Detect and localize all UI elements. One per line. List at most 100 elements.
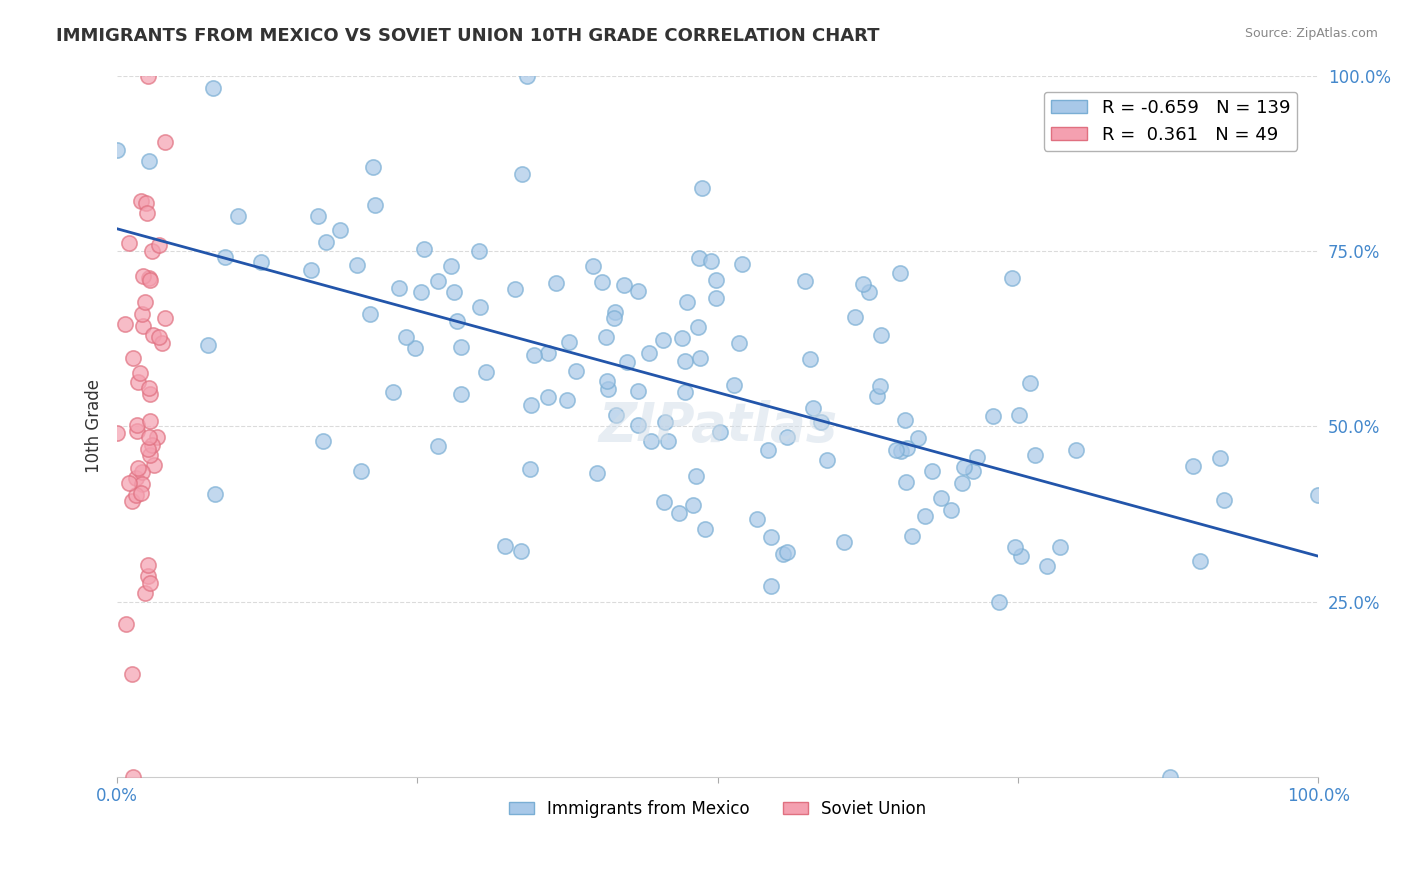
Point <box>450 387 472 401</box>
Point <box>596 374 619 388</box>
Point <box>858 285 880 299</box>
Point <box>1036 558 1059 573</box>
Point <box>844 310 866 325</box>
Point <box>1049 541 1071 555</box>
Point <box>693 522 716 536</box>
Point <box>141 437 163 451</box>
Point <box>153 310 176 325</box>
Point <box>657 434 679 449</box>
Point <box>761 579 783 593</box>
Point <box>446 314 468 328</box>
Point <box>105 425 128 440</box>
Point <box>894 475 917 489</box>
Point <box>870 328 893 343</box>
Point <box>114 617 136 632</box>
Point <box>148 330 170 344</box>
Point <box>1004 540 1026 554</box>
Point <box>586 466 609 480</box>
Point <box>558 335 581 350</box>
Point <box>127 376 149 390</box>
Point <box>139 576 162 591</box>
Point <box>404 341 426 355</box>
Point <box>810 415 832 429</box>
Point <box>132 268 155 283</box>
Point <box>307 210 329 224</box>
Point <box>148 238 170 252</box>
Point <box>704 291 727 305</box>
Point <box>673 353 696 368</box>
Point <box>745 512 768 526</box>
Point <box>889 266 911 280</box>
Point <box>139 414 162 428</box>
Point <box>950 475 973 490</box>
Point <box>546 277 568 291</box>
Point <box>731 257 754 271</box>
Point <box>651 333 673 347</box>
Point <box>776 544 799 558</box>
Point <box>640 434 662 448</box>
Point <box>537 390 560 404</box>
Point <box>395 330 418 344</box>
Point <box>1181 458 1204 473</box>
Point <box>869 379 891 393</box>
Point <box>299 263 322 277</box>
Point <box>127 424 149 438</box>
Point <box>381 384 404 399</box>
Point <box>704 273 727 287</box>
Point <box>122 351 145 365</box>
Point <box>1024 448 1046 462</box>
Point <box>121 770 143 784</box>
Point <box>204 487 226 501</box>
Point <box>682 498 704 512</box>
Point <box>794 274 817 288</box>
Point <box>914 509 936 524</box>
Point <box>468 244 491 258</box>
Point <box>155 135 177 149</box>
Point <box>197 338 219 352</box>
Point <box>668 506 690 520</box>
Point <box>146 430 169 444</box>
Point <box>143 458 166 472</box>
Point <box>627 284 650 298</box>
Point <box>139 273 162 287</box>
Point <box>131 465 153 479</box>
Point <box>907 432 929 446</box>
Point <box>129 194 152 208</box>
Point <box>581 260 603 274</box>
Point <box>134 294 156 309</box>
Point <box>884 443 907 458</box>
Point <box>852 277 875 292</box>
Point <box>688 251 710 265</box>
Point <box>1010 549 1032 563</box>
Point <box>759 530 782 544</box>
Point <box>136 569 159 583</box>
Point <box>671 331 693 345</box>
Point <box>118 475 141 490</box>
Point <box>121 493 143 508</box>
Point <box>1159 770 1181 784</box>
Legend: Immigrants from Mexico, Soviet Union: Immigrants from Mexico, Soviet Union <box>502 793 934 824</box>
Point <box>516 69 538 83</box>
Point <box>226 209 249 223</box>
Point <box>627 418 650 433</box>
Point <box>1008 408 1031 422</box>
Point <box>250 254 273 268</box>
Point <box>565 364 588 378</box>
Point <box>723 377 745 392</box>
Point <box>142 328 165 343</box>
Point <box>136 442 159 456</box>
Point <box>595 330 617 344</box>
Point <box>616 355 638 369</box>
Point <box>987 595 1010 609</box>
Point <box>953 460 976 475</box>
Point <box>652 495 675 509</box>
Point <box>596 382 619 396</box>
Y-axis label: 10th Grade: 10th Grade <box>86 379 103 473</box>
Point <box>981 409 1004 423</box>
Point <box>939 502 962 516</box>
Point <box>523 348 546 362</box>
Point <box>131 477 153 491</box>
Point <box>311 434 333 449</box>
Point <box>896 441 918 455</box>
Point <box>129 486 152 500</box>
